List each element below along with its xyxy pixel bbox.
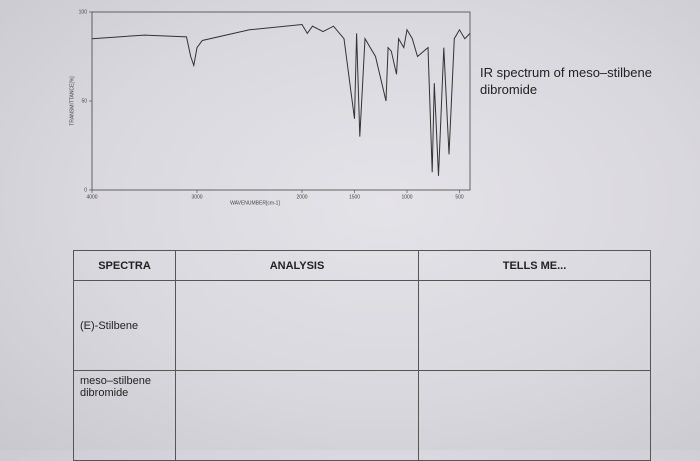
- empty-cell: [418, 280, 651, 371]
- empty-cell: [175, 370, 419, 461]
- x-tick-label: 4000: [86, 194, 97, 200]
- x-axis-label: WAVENUMBER[cm-1]: [230, 200, 280, 206]
- plot-frame: [91, 11, 471, 191]
- x-tick-label: 1000: [401, 194, 412, 200]
- spectrum-chart: WAVENUMBER[cm-1] TRANSMITTANCE[%] 0 50 100…: [69, 9, 471, 206]
- y-tick-label: 100: [79, 9, 88, 15]
- header-cell: TELLS ME...: [418, 250, 651, 281]
- x-tick-label: 3000: [191, 194, 202, 200]
- header-cell: ANALYSIS: [175, 250, 419, 281]
- empty-cell: [175, 280, 419, 371]
- x-tick-label: 500: [455, 194, 464, 200]
- y-tick-label: 0: [84, 187, 87, 193]
- y-tick-label: 50: [81, 98, 87, 104]
- y-axis-label: TRANSMITTANCE[%]: [69, 76, 75, 126]
- worksheet-table: SPECTRA ANALYSIS TELLS ME... (E)-Stilben…: [73, 250, 651, 461]
- header-cell: SPECTRA: [73, 250, 176, 281]
- row-label: meso–stilbene dibromide: [73, 370, 176, 461]
- spectrum-line: [91, 23, 471, 176]
- x-tick-label: 2000: [296, 194, 307, 200]
- empty-cell: [418, 370, 651, 461]
- caption: IR spectrum of meso–stilbene dibromide: [480, 65, 652, 97]
- x-tick-label: 1500: [349, 194, 360, 200]
- row-label: (E)-Stilbene: [73, 280, 176, 371]
